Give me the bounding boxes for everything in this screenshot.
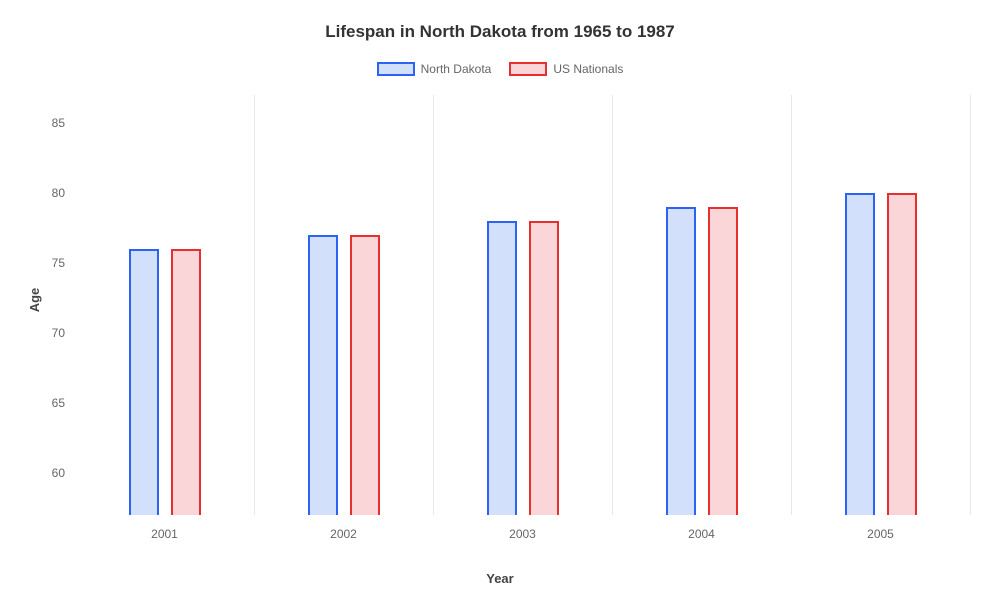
bar (308, 235, 338, 515)
x-tick-label: 2001 (151, 527, 178, 541)
x-tick-label: 2005 (867, 527, 894, 541)
x-tick-label: 2004 (688, 527, 715, 541)
legend-swatch (377, 62, 415, 76)
bar (350, 235, 380, 515)
plot-area: 60657075808520012002200320042005 (75, 95, 970, 515)
bar (129, 249, 159, 515)
gridline-vertical (791, 95, 792, 515)
y-tick-label: 65 (52, 396, 65, 410)
y-tick-label: 80 (52, 186, 65, 200)
gridline-vertical (254, 95, 255, 515)
y-axis-label: Age (27, 288, 42, 313)
lifespan-chart: Lifespan in North Dakota from 1965 to 19… (0, 0, 1000, 600)
y-tick-label: 60 (52, 466, 65, 480)
legend-item: US Nationals (509, 62, 623, 76)
chart-legend: North Dakota US Nationals (0, 62, 1000, 76)
bar (887, 193, 917, 515)
chart-title: Lifespan in North Dakota from 1965 to 19… (0, 22, 1000, 42)
gridline-vertical (970, 95, 971, 515)
x-tick-label: 2003 (509, 527, 536, 541)
bar (845, 193, 875, 515)
y-tick-label: 75 (52, 256, 65, 270)
y-tick-label: 85 (52, 116, 65, 130)
x-tick-label: 2002 (330, 527, 357, 541)
gridline-vertical (433, 95, 434, 515)
gridline-vertical (612, 95, 613, 515)
legend-label: US Nationals (553, 62, 623, 76)
bar (666, 207, 696, 515)
bar (171, 249, 201, 515)
bar (529, 221, 559, 515)
legend-swatch (509, 62, 547, 76)
y-tick-label: 70 (52, 326, 65, 340)
bar (487, 221, 517, 515)
legend-label: North Dakota (421, 62, 492, 76)
bar (708, 207, 738, 515)
x-axis-label: Year (0, 571, 1000, 586)
legend-item: North Dakota (377, 62, 492, 76)
